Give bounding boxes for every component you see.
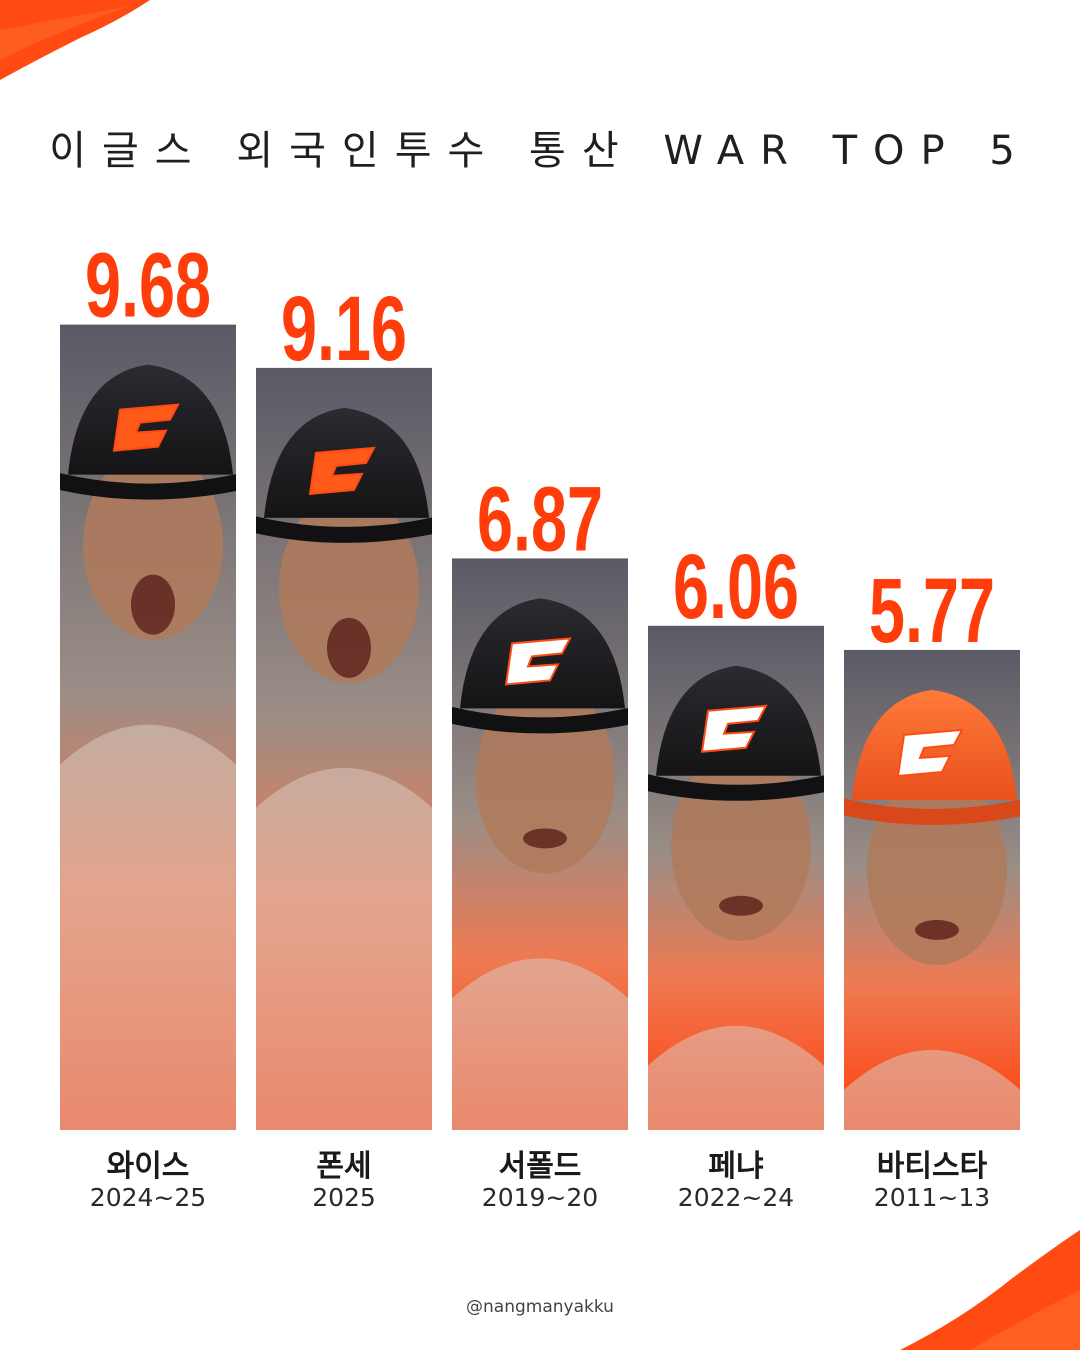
player-years-2: 2025 xyxy=(312,1183,376,1212)
player-name-5: 바티스타 xyxy=(877,1149,988,1184)
player-photo-4 xyxy=(648,665,824,1130)
value-label-4: 6.06 xyxy=(673,536,799,638)
player-name-1: 와이스 xyxy=(107,1149,190,1184)
value-label-1: 9.68 xyxy=(85,235,211,337)
player-photo-3 xyxy=(452,598,628,1130)
player-name-2: 폰세 xyxy=(316,1149,371,1184)
player-years-3: 2019~20 xyxy=(482,1183,598,1212)
value-label-5: 5.77 xyxy=(869,560,995,662)
player-name-4: 페냐 xyxy=(708,1149,764,1184)
player-name-3: 서폴드 xyxy=(499,1149,582,1184)
value-label-3: 6.87 xyxy=(477,468,603,570)
player-photo-1 xyxy=(60,364,236,1130)
player-photo-5 xyxy=(844,689,1020,1130)
player-years-4: 2022~24 xyxy=(678,1183,794,1212)
player-photo-2 xyxy=(256,407,432,1130)
credit-handle: @nangmanyakku xyxy=(466,1297,614,1317)
player-years-5: 2011~13 xyxy=(874,1183,990,1212)
page-title: 이글스 외국인투수 통산 WAR TOP 5 xyxy=(49,128,1031,174)
brush-stroke-bottom-right xyxy=(900,1230,1080,1350)
brush-stroke-top-left xyxy=(0,0,150,80)
value-label-2: 9.16 xyxy=(281,278,407,380)
player-years-1: 2024~25 xyxy=(90,1183,206,1212)
